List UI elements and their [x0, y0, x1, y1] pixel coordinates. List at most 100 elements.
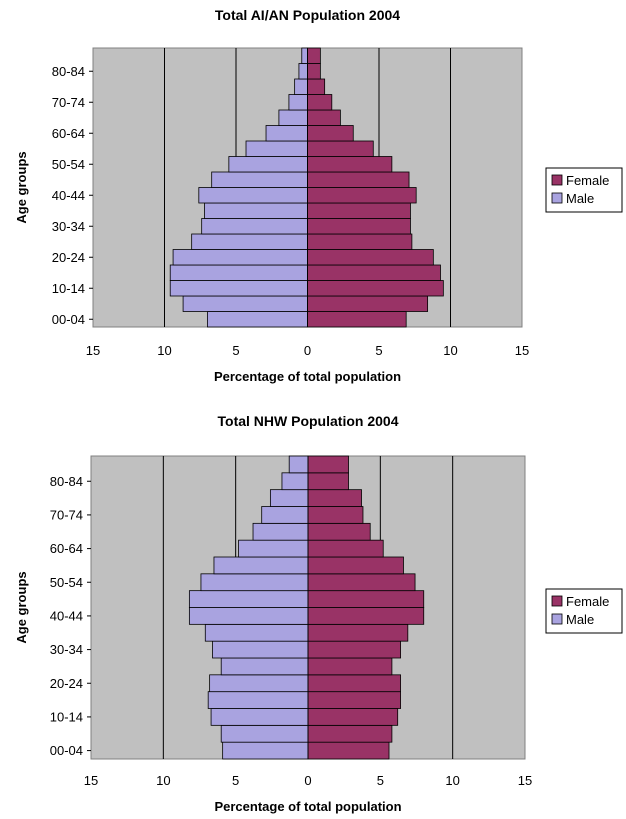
bar-female-35-39: [307, 623, 409, 642]
bar-male-25-29: [220, 657, 309, 676]
x-tick-label: 10: [156, 773, 170, 788]
x-tick-label: 0: [304, 343, 311, 358]
y-tick-label: 10-14: [50, 709, 83, 724]
x-tick-label: 10: [445, 773, 459, 788]
y-tick-label: 80-84: [52, 64, 85, 79]
bar-female-25-29: [307, 657, 393, 676]
x-tick-label: 10: [157, 343, 171, 358]
legend: Female Male: [545, 588, 623, 634]
bar-female-85+: [307, 47, 321, 64]
bar-male-55-59: [245, 140, 308, 157]
bar-female-80-84: [307, 472, 349, 491]
pyramid-chart-2: Total NHW Population 2004 00-04 10-14 20-24…: [14, 413, 623, 814]
bar-male-25-29: [191, 233, 308, 250]
bar-male-30-34: [201, 218, 308, 235]
bar-female-30-34: [307, 218, 411, 235]
bar-male-50-54: [228, 156, 308, 173]
bar-male-10-14: [169, 280, 308, 297]
bar-male-75-79: [294, 78, 308, 95]
bar-male-05-09: [182, 295, 308, 312]
bar-female-70-74: [307, 506, 364, 524]
y-tick-label: 30-34: [50, 642, 83, 657]
bar-male-15-19: [169, 264, 308, 281]
bar-female-40-44: [307, 607, 425, 625]
bar-female-75-79: [307, 78, 326, 95]
bar-male-20-24: [172, 249, 308, 266]
bar-male-65-69: [278, 109, 308, 126]
y-tick-label: 40-44: [50, 608, 83, 623]
x-tick-label: 10: [443, 343, 457, 358]
bar-male-70-74: [261, 506, 309, 524]
bar-female-05-09: [307, 724, 393, 743]
bar-female-00-04: [307, 741, 390, 760]
x-tick-label: 15: [515, 343, 529, 358]
bar-male-15-19: [207, 691, 309, 709]
x-tick-label: 15: [86, 343, 100, 358]
bar-female-75-79: [307, 489, 362, 507]
legend-label-male: Male: [566, 191, 594, 206]
bar-female-40-44: [307, 187, 417, 204]
bar-female-00-04: [307, 311, 407, 328]
bar-female-45-49: [307, 590, 425, 608]
legend-label-female: Female: [566, 594, 609, 609]
chart-title: Total AI/AN Population 2004: [215, 7, 400, 23]
y-tick-label: 10-14: [52, 281, 85, 296]
bar-male-85+: [301, 47, 308, 64]
bar-male-35-39: [204, 623, 309, 642]
bar-female-65-69: [307, 522, 371, 541]
bar-male-10-14: [210, 708, 309, 726]
bar-female-55-59: [307, 556, 404, 575]
pyramid-chart-1: Total AI/AN Population 2004 00-04 10-14 20-…: [14, 7, 623, 384]
y-tick-label: 20-24: [52, 250, 85, 265]
bar-female-50-54: [307, 156, 393, 173]
y-tick-label: 00-04: [52, 312, 85, 327]
x-axis-label: Percentage of total population: [214, 799, 401, 814]
bar-female-10-14: [307, 708, 399, 726]
legend-box: [545, 167, 623, 213]
bar-male-50-54: [200, 573, 309, 592]
bar-male-40-44: [188, 607, 309, 625]
bar-female-15-19: [307, 691, 401, 709]
bar-female-05-09: [307, 295, 429, 312]
legend: Female Male: [545, 167, 623, 213]
y-tick-label: 20-24: [50, 676, 83, 691]
bar-female-55-59: [307, 140, 374, 157]
x-tick-label: 5: [232, 343, 239, 358]
bar-male-60-64: [265, 125, 308, 142]
y-tick-label: 00-04: [50, 743, 83, 758]
bar-female-60-64: [307, 125, 354, 142]
legend-swatch-female: [551, 174, 563, 186]
bar-male-20-24: [209, 674, 309, 693]
bar-female-30-34: [307, 640, 401, 659]
bar-male-80-84: [298, 63, 308, 80]
bar-female-20-24: [307, 674, 401, 693]
bar-male-05-09: [220, 724, 309, 743]
y-axis-label: Age groups: [14, 571, 29, 643]
y-tick-label: 60-64: [50, 541, 83, 556]
bar-female-20-24: [307, 249, 434, 266]
x-tick-label: 0: [304, 773, 311, 788]
bar-female-60-64: [307, 539, 384, 558]
legend-label-male: Male: [566, 612, 594, 627]
legend-swatch-female: [551, 595, 563, 607]
y-axis-label: Age groups: [14, 151, 29, 223]
bar-female-10-14: [307, 280, 444, 297]
bar-female-70-74: [307, 94, 333, 111]
bar-female-25-29: [307, 233, 413, 250]
y-tick-label: 50-54: [52, 157, 85, 172]
y-tick-label: 50-54: [50, 575, 83, 590]
x-tick-label: 15: [84, 773, 98, 788]
x-tick-label: 5: [377, 773, 384, 788]
x-axis-label: Percentage of total population: [214, 369, 401, 384]
bar-male-35-39: [204, 202, 308, 219]
legend-swatch-male: [551, 613, 563, 625]
x-tick-label: 5: [375, 343, 382, 358]
bar-male-00-04: [206, 311, 308, 328]
bar-female-35-39: [307, 202, 411, 219]
bar-male-00-04: [222, 741, 309, 760]
bar-male-80-84: [281, 472, 309, 491]
bar-male-40-44: [198, 187, 308, 204]
legend-swatch-male: [551, 192, 563, 204]
bar-female-45-49: [307, 171, 410, 188]
bar-female-65-69: [307, 109, 341, 126]
